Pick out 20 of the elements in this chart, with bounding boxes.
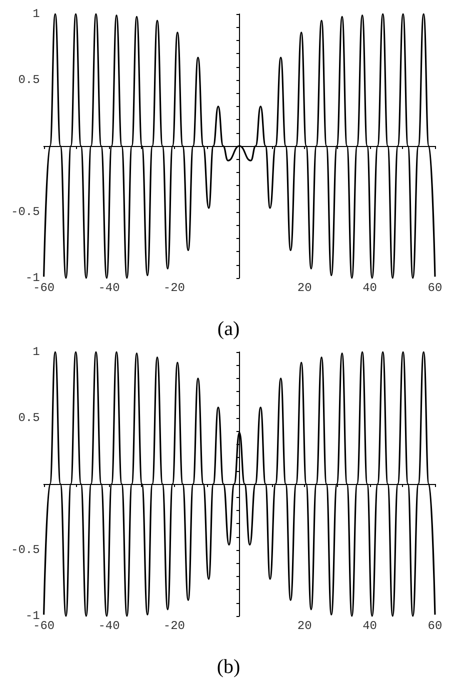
line-series [43,13,436,279]
x-tick-label: -40 [98,619,120,633]
x-tick-label: 40 [362,281,378,295]
y-tick-label: -0.5 [10,543,40,557]
x-tick-label: -20 [163,619,186,633]
x-tick-label: 40 [362,619,378,633]
text: (b) [216,656,240,678]
x-tick-label: 60 [428,281,442,295]
x-tick-label: -20 [163,281,186,295]
y-tick-label: 0.5 [18,73,40,87]
y-tick-label: -0.5 [10,205,40,219]
x-tick-label: -40 [98,281,120,295]
line-series [43,351,436,617]
x-tick-label: 60 [428,619,442,633]
y-tick-label: 0.5 [18,411,40,425]
x-tick-label: 20 [297,281,312,295]
text: (a) [217,318,240,340]
x-tick-label: 20 [297,619,312,633]
y-tick-label: 1 [32,345,40,359]
y-tick-label: 1 [32,7,40,21]
